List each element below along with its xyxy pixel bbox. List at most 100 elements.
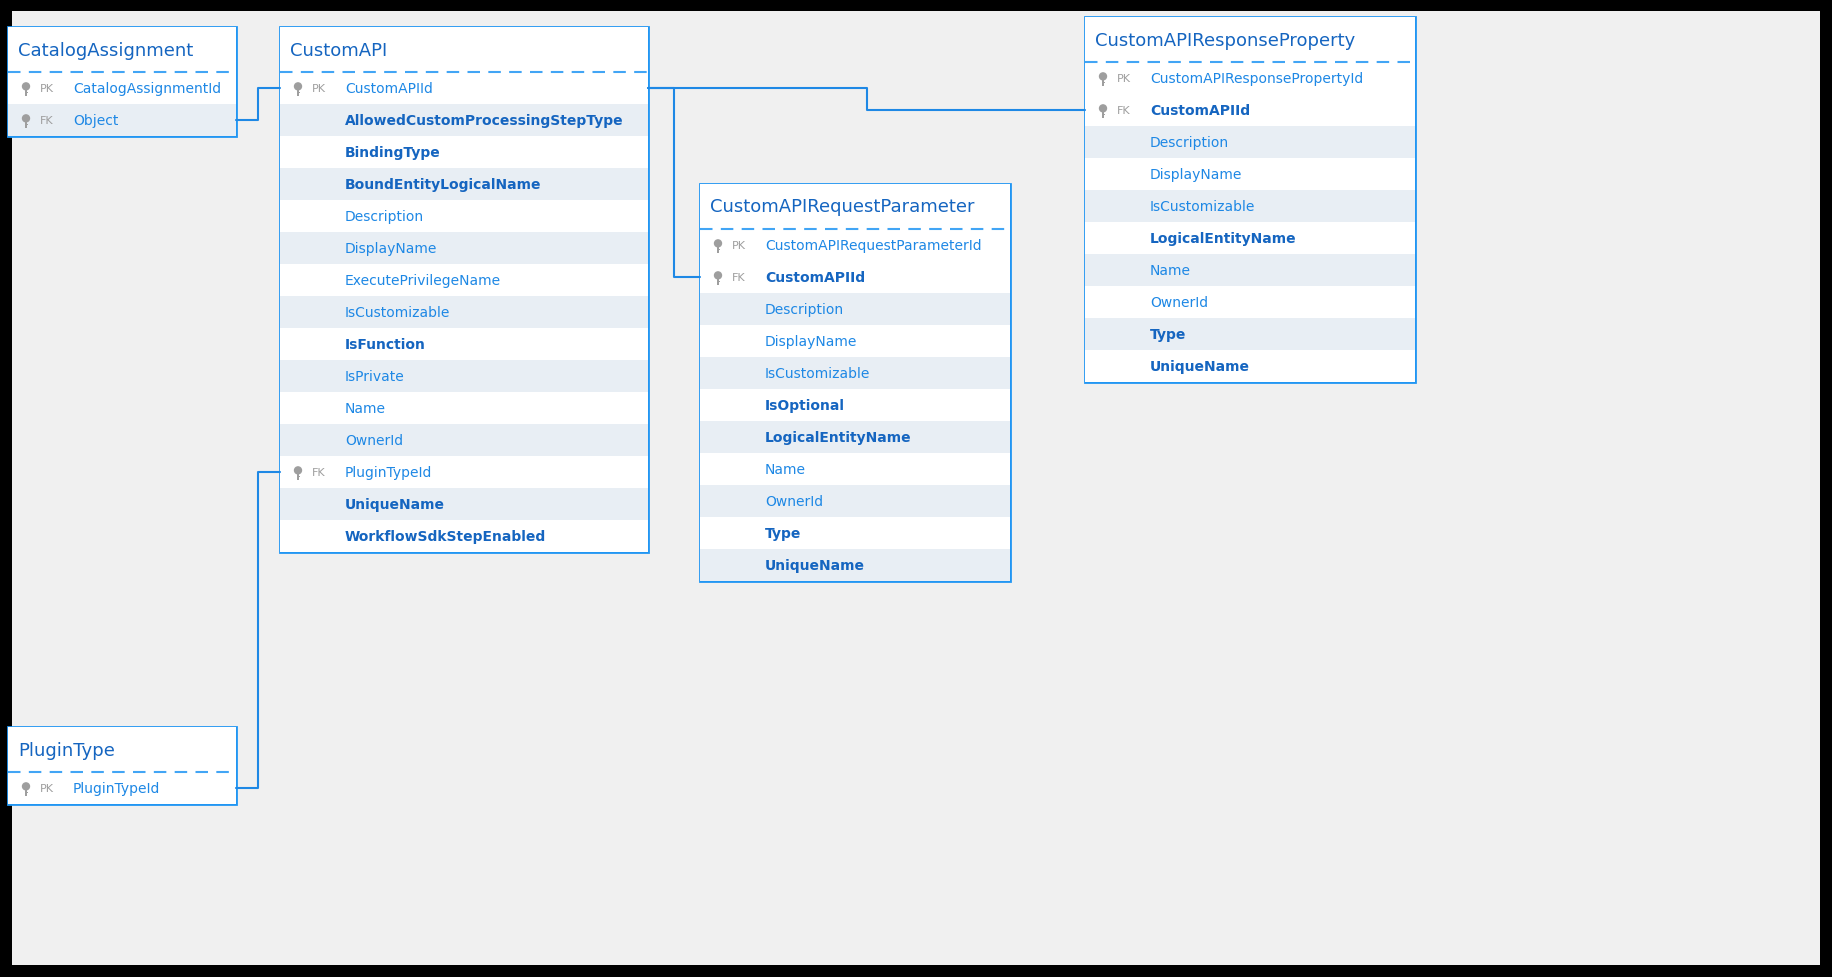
Bar: [280, 169, 649, 201]
Text: PluginTypeId: PluginTypeId: [344, 465, 432, 480]
Circle shape: [22, 83, 29, 92]
Text: Description: Description: [766, 303, 845, 317]
Text: Name: Name: [1150, 264, 1191, 277]
Bar: [280, 137, 649, 169]
Bar: [280, 521, 649, 552]
Bar: [7, 28, 236, 73]
Text: UniqueName: UniqueName: [344, 497, 445, 512]
Bar: [1085, 351, 1414, 383]
Text: CustomAPIResponsePropertyId: CustomAPIResponsePropertyId: [1150, 72, 1363, 86]
Bar: [1085, 191, 1414, 223]
Bar: [280, 265, 649, 297]
Bar: [280, 393, 649, 425]
Bar: [700, 262, 1009, 294]
Bar: [700, 486, 1009, 518]
Text: Type: Type: [1150, 327, 1187, 342]
Text: OwnerId: OwnerId: [344, 434, 403, 447]
Text: PK: PK: [40, 784, 53, 793]
Text: CustomAPIId: CustomAPIId: [1150, 104, 1249, 118]
Text: CustomAPIId: CustomAPIId: [344, 82, 432, 96]
Circle shape: [714, 240, 722, 248]
Bar: [280, 456, 649, 488]
Text: CatalogAssignmentId: CatalogAssignmentId: [73, 82, 222, 96]
Bar: [7, 772, 236, 804]
Text: IsCustomizable: IsCustomizable: [1150, 199, 1255, 214]
Text: PluginType: PluginType: [18, 741, 115, 759]
Bar: [280, 488, 649, 521]
Bar: [280, 297, 649, 328]
Bar: [280, 425, 649, 456]
Bar: [1085, 223, 1414, 255]
Circle shape: [293, 467, 302, 475]
Text: Description: Description: [344, 210, 425, 224]
Bar: [700, 185, 1009, 230]
Bar: [1085, 18, 1414, 383]
Text: DisplayName: DisplayName: [766, 335, 857, 349]
Bar: [700, 518, 1009, 549]
Bar: [1085, 255, 1414, 286]
Text: PK: PK: [733, 240, 746, 251]
Text: UniqueName: UniqueName: [766, 559, 865, 573]
Bar: [700, 421, 1009, 453]
Bar: [280, 28, 649, 552]
Circle shape: [22, 115, 29, 123]
Text: FK: FK: [733, 273, 746, 282]
Bar: [1085, 63, 1414, 95]
Bar: [1085, 127, 1414, 159]
Bar: [700, 453, 1009, 486]
Bar: [700, 390, 1009, 421]
Bar: [700, 325, 1009, 358]
Text: IsCustomizable: IsCustomizable: [766, 366, 870, 381]
Text: Object: Object: [73, 114, 119, 128]
Text: ExecutePrivilegeName: ExecutePrivilegeName: [344, 274, 502, 287]
Bar: [700, 230, 1009, 262]
Text: CustomAPIId: CustomAPIId: [766, 271, 865, 284]
Text: CustomAPIRequestParameter: CustomAPIRequestParameter: [711, 198, 975, 216]
Bar: [280, 361, 649, 393]
Bar: [7, 28, 236, 137]
Text: UniqueName: UniqueName: [1150, 360, 1249, 373]
Text: PK: PK: [311, 84, 326, 94]
Text: CustomAPIResponseProperty: CustomAPIResponseProperty: [1096, 31, 1356, 50]
Bar: [280, 105, 649, 137]
Text: FK: FK: [1118, 106, 1130, 116]
Text: BoundEntityLogicalName: BoundEntityLogicalName: [344, 178, 542, 191]
Text: IsFunction: IsFunction: [344, 338, 425, 352]
Text: IsCustomizable: IsCustomizable: [344, 306, 451, 319]
Text: PK: PK: [40, 84, 53, 94]
Text: CustomAPIRequestParameterId: CustomAPIRequestParameterId: [766, 238, 982, 253]
Bar: [280, 73, 649, 105]
Bar: [280, 328, 649, 361]
Bar: [280, 233, 649, 265]
Text: IsPrivate: IsPrivate: [344, 369, 405, 384]
Text: OwnerId: OwnerId: [1150, 296, 1207, 310]
Text: OwnerId: OwnerId: [766, 494, 823, 508]
Bar: [1085, 319, 1414, 351]
Text: CustomAPI: CustomAPI: [289, 41, 387, 60]
Text: Description: Description: [1150, 136, 1229, 149]
Text: PluginTypeId: PluginTypeId: [73, 782, 161, 795]
Bar: [700, 358, 1009, 390]
Circle shape: [714, 272, 722, 280]
Text: WorkflowSdkStepEnabled: WorkflowSdkStepEnabled: [344, 530, 546, 543]
Text: LogicalEntityName: LogicalEntityName: [1150, 232, 1297, 246]
Bar: [1085, 95, 1414, 127]
Text: FK: FK: [40, 116, 53, 126]
Bar: [280, 28, 649, 73]
Bar: [700, 185, 1009, 581]
Bar: [700, 294, 1009, 325]
Text: Type: Type: [766, 527, 801, 540]
Bar: [7, 727, 236, 804]
Circle shape: [1099, 106, 1107, 113]
Bar: [1085, 159, 1414, 191]
Text: IsOptional: IsOptional: [766, 399, 845, 412]
Bar: [7, 727, 236, 772]
Text: CatalogAssignment: CatalogAssignment: [18, 41, 192, 60]
Text: BindingType: BindingType: [344, 146, 442, 160]
Text: FK: FK: [311, 468, 326, 478]
Bar: [1085, 18, 1414, 63]
Bar: [1085, 286, 1414, 319]
Text: Name: Name: [766, 462, 806, 477]
Text: Name: Name: [344, 402, 387, 415]
Circle shape: [1099, 73, 1107, 81]
